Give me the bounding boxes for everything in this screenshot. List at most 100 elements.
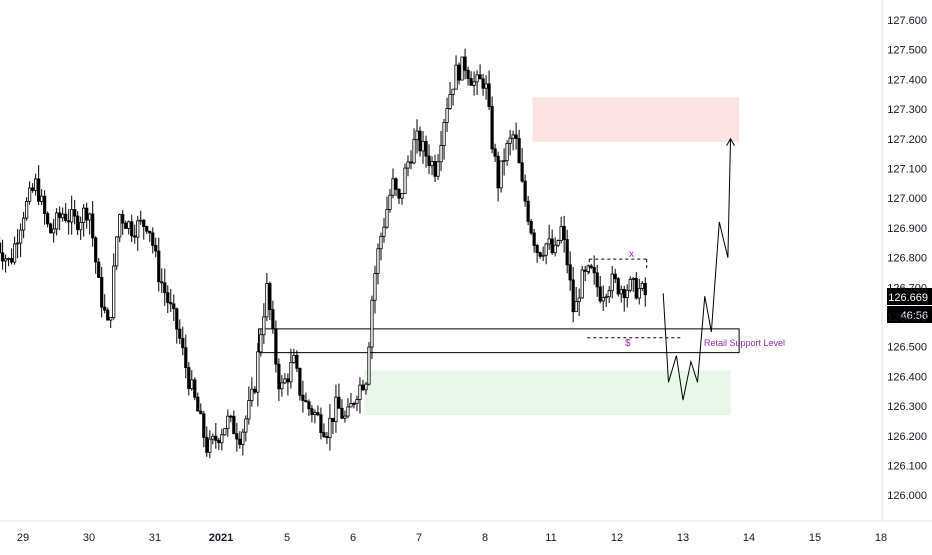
candle-body-191 xyxy=(568,264,572,281)
candle-body-167 xyxy=(496,155,500,189)
candle-body-204 xyxy=(607,290,611,298)
candle-body-60 xyxy=(175,308,179,330)
y-tick-label-2: 127.400 xyxy=(887,74,927,86)
y-tick-label-7: 126.900 xyxy=(887,223,927,235)
axis-layer xyxy=(0,0,932,522)
candle-body-195 xyxy=(580,269,584,299)
candle-body-118 xyxy=(349,403,353,408)
candle-body-22 xyxy=(61,213,65,219)
candle-body-161 xyxy=(478,74,482,80)
y-tick-label-11: 126.500 xyxy=(887,342,927,354)
candle-body-34 xyxy=(97,261,101,278)
candle-body-64 xyxy=(187,367,191,389)
candle-body-183 xyxy=(544,243,548,256)
x-tick-label-8: 11 xyxy=(545,532,556,544)
candle-body-207 xyxy=(616,278,620,295)
candle-body-7 xyxy=(16,242,20,245)
candle-body-51 xyxy=(148,230,152,234)
candle-body-50 xyxy=(145,226,149,232)
candle-body-158 xyxy=(469,78,473,86)
candle-body-52 xyxy=(151,232,155,246)
candle-body-179 xyxy=(532,232,536,246)
candle-body-133 xyxy=(394,178,398,190)
candle-body-173 xyxy=(514,134,518,139)
candle-body-112 xyxy=(331,417,335,422)
candle-body-87 xyxy=(256,351,260,393)
candle-body-11 xyxy=(28,187,32,202)
candle-body-197 xyxy=(586,265,590,272)
candle-body-5 xyxy=(10,257,14,263)
candle-body-84 xyxy=(247,400,251,420)
candle-body-83 xyxy=(244,418,248,433)
x-tick-label-0: 29 xyxy=(17,532,29,544)
y-tick-label-13: 126.300 xyxy=(887,401,927,413)
candle-body-82 xyxy=(241,431,245,445)
candle-body-107 xyxy=(316,412,320,416)
x-tick-label-10: 13 xyxy=(677,532,689,544)
candle-body-10 xyxy=(25,200,29,219)
candle-body-117 xyxy=(346,406,350,417)
candle-body-120 xyxy=(355,399,359,404)
candle-body-146 xyxy=(433,161,437,177)
y-tick-label-3: 127.300 xyxy=(887,104,927,116)
candle-body-26 xyxy=(73,209,77,217)
drawings-layer xyxy=(587,137,735,401)
candle-body-74 xyxy=(217,439,221,444)
candle-body-90 xyxy=(265,283,269,318)
candle-body-132 xyxy=(391,178,395,196)
zones-layer xyxy=(258,97,740,416)
y-tick-label-5: 127.100 xyxy=(887,164,927,176)
candle-body-176 xyxy=(523,180,527,202)
y-tick-label-12: 126.400 xyxy=(887,371,927,383)
projection-path xyxy=(662,138,732,401)
candle-body-62 xyxy=(181,337,185,349)
candle-body-6 xyxy=(13,243,17,263)
candle-body-165 xyxy=(490,106,494,150)
candle-body-38 xyxy=(109,317,113,321)
candle-body-97 xyxy=(286,378,290,383)
candle-body-205 xyxy=(610,273,614,292)
candle-body-154 xyxy=(457,64,461,81)
candle-body-164 xyxy=(487,83,491,107)
candle-body-67 xyxy=(196,396,200,412)
candle-body-24 xyxy=(67,220,71,223)
candle-body-116 xyxy=(343,415,347,419)
candle-body-19 xyxy=(52,228,56,234)
candle-body-206 xyxy=(613,273,617,280)
candle-body-145 xyxy=(430,161,434,167)
candle-body-144 xyxy=(427,155,431,167)
candle-body-135 xyxy=(400,193,404,199)
candle-body-214 xyxy=(637,287,641,299)
x-tick-label-7: 8 xyxy=(482,532,488,544)
candle-body-30 xyxy=(85,207,89,221)
candle-body-149 xyxy=(442,122,446,146)
candle-body-46 xyxy=(133,235,137,238)
candle-body-105 xyxy=(310,408,314,416)
candle-body-142 xyxy=(421,140,425,152)
retail-support-box xyxy=(258,328,740,354)
candle-body-85 xyxy=(250,388,254,401)
candle-body-72 xyxy=(211,435,215,440)
candle-body-100 xyxy=(295,354,299,369)
candle-body-185 xyxy=(550,238,554,254)
candle-body-151 xyxy=(448,94,452,109)
candle-body-170 xyxy=(505,142,509,162)
last-price-badge xyxy=(887,288,932,305)
candle-body-93 xyxy=(274,328,278,365)
candle-body-175 xyxy=(520,162,524,182)
candle-body-201 xyxy=(598,286,602,302)
x-tick-label-11: 14 xyxy=(743,532,755,544)
candle-body-182 xyxy=(541,254,545,257)
y-tick-label-10: 126.600 xyxy=(887,312,927,324)
candle-body-102 xyxy=(301,394,305,401)
candle-body-89 xyxy=(262,316,266,336)
dollar-mark-label: $ xyxy=(625,338,631,349)
candle-body-181 xyxy=(538,252,542,257)
candle-body-104 xyxy=(307,401,311,410)
candle-body-172 xyxy=(511,134,515,139)
candle-body-177 xyxy=(526,200,530,222)
candle-body-63 xyxy=(184,347,188,369)
candle-body-147 xyxy=(436,161,440,177)
